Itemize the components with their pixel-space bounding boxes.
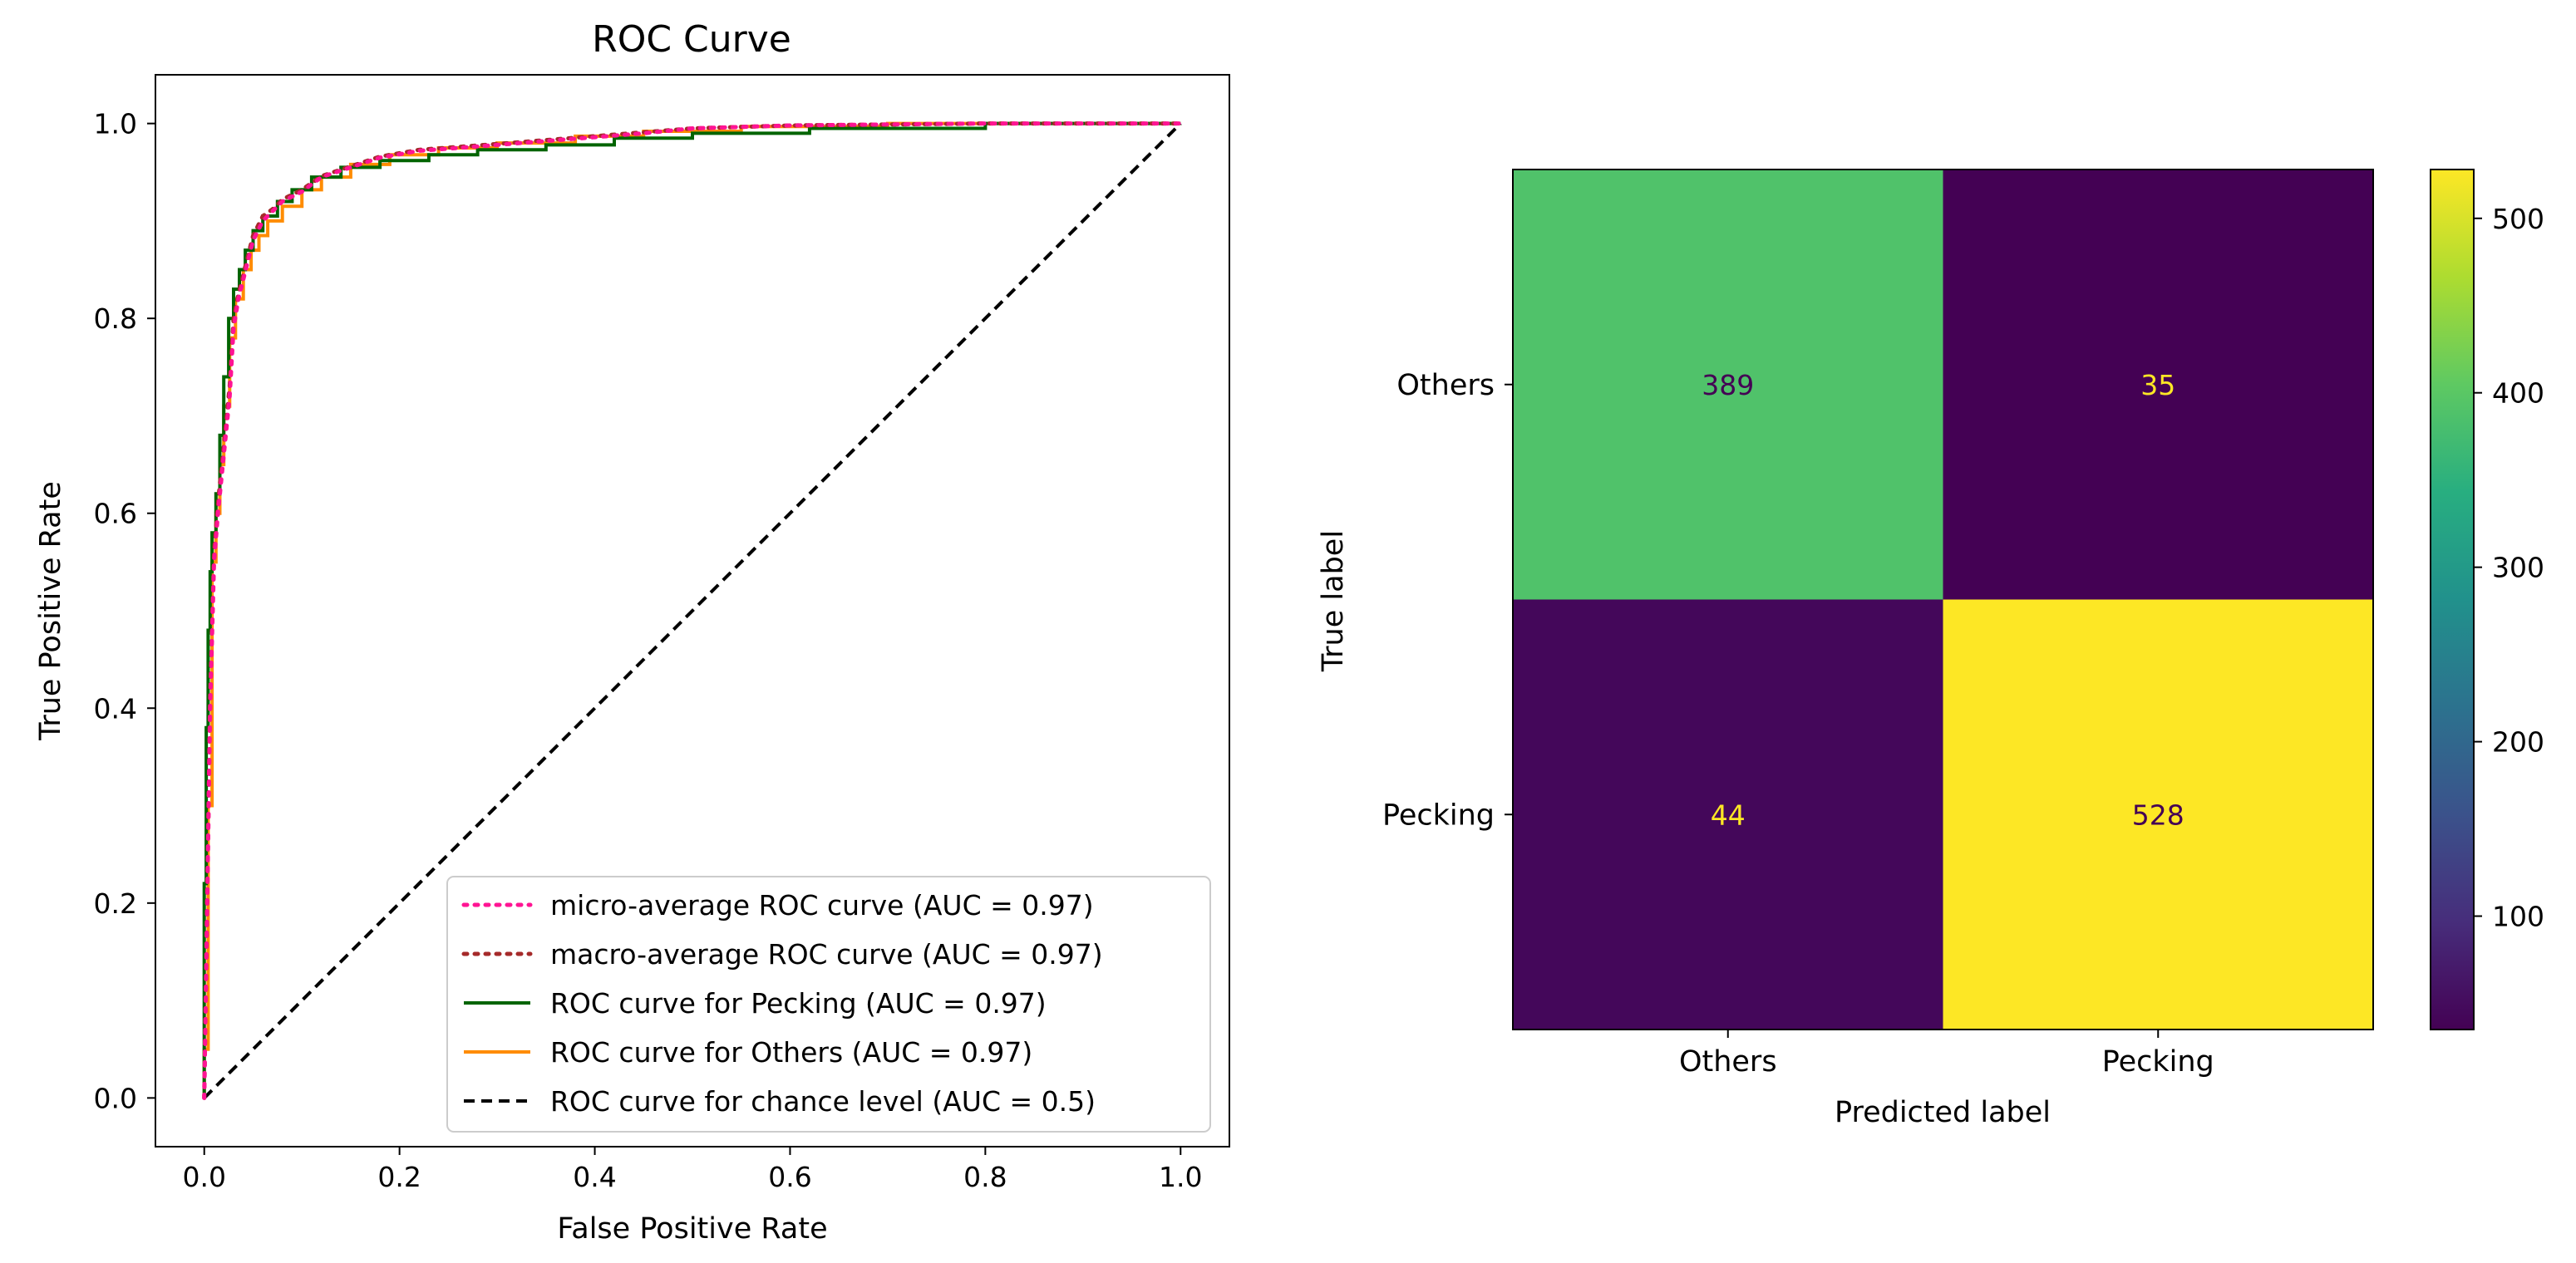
roc-legend-label: ROC curve for Pecking (AUC = 0.97) (550, 987, 1047, 1020)
roc-y-tick-label: 0.6 (94, 498, 137, 530)
roc-x-tick-label: 1.0 (1159, 1161, 1202, 1193)
roc-y-tick-label: 0.8 (94, 302, 137, 335)
roc-x-tick-label: 0.4 (573, 1161, 616, 1193)
roc-legend-label: macro-average ROC curve (AUC = 0.97) (550, 938, 1103, 971)
roc-x-tick-label: 0.6 (768, 1161, 811, 1193)
roc-legend-box (446, 876, 1211, 1133)
roc-legend-label: ROC curve for Others (AUC = 0.97) (550, 1036, 1032, 1069)
confusion-matrix-x-axis-label: Predicted label (1835, 1096, 2051, 1129)
confusion-matrix-y-tick-label: Pecking (1382, 799, 1495, 832)
roc-y-ticks: 0.0 0.2 0.4 0.6 0.8 1.0 (94, 108, 155, 1114)
roc-x-tick-label: 0.0 (182, 1161, 225, 1193)
roc-curves (202, 121, 1183, 1100)
confusion-matrix-y-axis-label: True label (1317, 530, 1350, 672)
colorbar-tick-label: 300 (2492, 552, 2544, 584)
roc-series-line-0 (202, 121, 1183, 1100)
confusion-matrix-cell (1943, 599, 2373, 1030)
confusion-matrix-x-tick-label: Others (1679, 1045, 1777, 1079)
confusion-matrix-cell-value: 35 (2140, 369, 2175, 401)
confusion-matrix-x-ticks: Others Pecking (1679, 1030, 2214, 1079)
confusion-matrix-cell (1943, 170, 2373, 600)
confusion-matrix-x-tick-label: Pecking (2102, 1045, 2214, 1079)
roc-y-tick-label: 0.0 (94, 1082, 137, 1114)
confusion-matrix-cell-value: 389 (1702, 369, 1754, 401)
colorbar-tick-label: 100 (2492, 901, 2544, 933)
roc-legend-label: ROC curve for chance level (AUC = 0.5) (550, 1085, 1096, 1118)
confusion-matrix-cell (1513, 599, 1943, 1030)
roc-plot-area: 0.0 0.2 0.4 0.6 0.8 1.0 0.0 0.2 0.4 0.6 0.8 1.0 mi… (94, 74, 1230, 1193)
roc-x-ticks: 0.0 0.2 0.4 0.6 0.8 1.0 (182, 1147, 1203, 1193)
colorbar (2430, 169, 2475, 1030)
confusion-matrix-cell-value: 528 (2132, 799, 2184, 831)
roc-title: ROC Curve (592, 18, 791, 61)
roc-y-tick-label: 1.0 (94, 108, 137, 140)
roc-y-tick-label: 0.2 (94, 887, 137, 920)
confusion-matrix-y-ticks: Others Pecking (1382, 369, 1513, 832)
confusion-matrix-cell-value: 44 (1711, 799, 1746, 831)
confusion-matrix-frame (1512, 169, 2374, 1030)
colorbar-ticks: 100 200 300 400 500 (2474, 203, 2544, 933)
roc-axes-frame (155, 74, 1230, 1148)
confusion-matrix-cell (1513, 170, 1943, 600)
roc-x-tick-label: 0.8 (963, 1161, 1007, 1193)
roc-legend-label: micro-average ROC curve (AUC = 0.97) (550, 889, 1094, 921)
roc-series-line-4 (203, 122, 1182, 1099)
colorbar-tick-label: 500 (2492, 203, 2544, 235)
roc-series-line-2 (202, 121, 1181, 1098)
roc-y-tick-label: 0.4 (94, 692, 137, 725)
roc-y-axis-label: True Positive Rate (34, 481, 67, 741)
colorbar-tick-label: 400 (2492, 377, 2544, 410)
roc-x-axis-label: False Positive Rate (557, 1212, 827, 1246)
colorbar-tick-label: 200 (2492, 726, 2544, 759)
roc-legend: micro-average ROC curve (AUC = 0.97) macr… (446, 876, 1211, 1133)
confusion-matrix-cells: 389 35 44 528 (1513, 170, 2373, 1030)
confusion-matrix-y-tick-label: Others (1396, 369, 1495, 402)
roc-x-tick-label: 0.2 (377, 1161, 421, 1193)
